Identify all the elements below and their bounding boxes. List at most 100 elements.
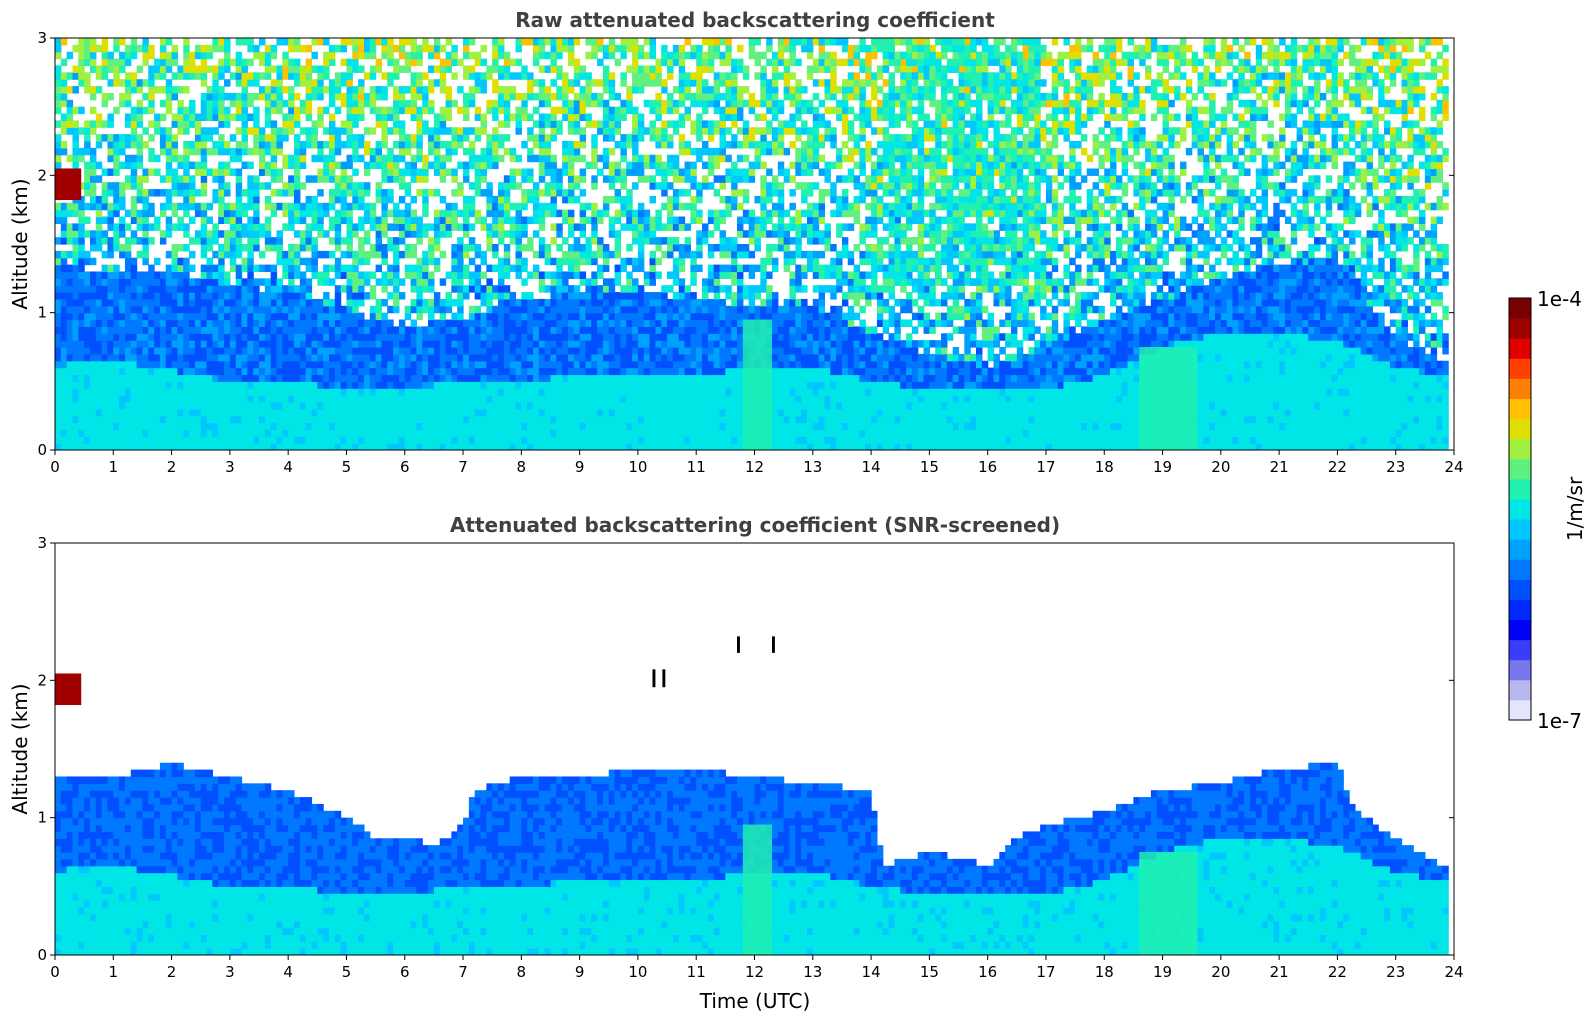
heatmap-cell xyxy=(550,182,557,190)
heatmap-cell xyxy=(136,113,144,121)
heatmap-cell xyxy=(78,58,85,67)
heatmap-cell xyxy=(136,195,144,204)
heatmap-cell xyxy=(474,415,482,424)
heatmap-cell xyxy=(579,230,587,238)
heatmap-cell xyxy=(311,38,318,46)
heatmap-cell xyxy=(404,388,412,396)
heatmap-cell xyxy=(567,250,575,259)
heatmap-cell xyxy=(393,436,400,444)
heatmap-cell xyxy=(358,436,365,444)
heatmap-cell xyxy=(294,44,301,53)
heatmap-cell xyxy=(643,333,651,341)
heatmap-cell xyxy=(206,44,213,53)
heatmap-cell xyxy=(532,353,540,362)
heatmap-cell xyxy=(358,333,365,341)
heatmap-cell xyxy=(171,312,179,321)
heatmap-cell xyxy=(189,250,196,259)
heatmap-cell xyxy=(515,312,522,321)
heatmap-cell xyxy=(573,106,581,115)
heatmap-cell xyxy=(282,271,289,279)
heatmap-cell xyxy=(480,223,487,231)
heatmap-cell xyxy=(626,401,633,410)
heatmap-cell xyxy=(89,44,97,53)
heatmap-cell xyxy=(649,44,656,53)
heatmap-cell xyxy=(352,257,359,266)
heatmap-cell xyxy=(60,319,68,327)
heatmap-cell xyxy=(259,182,266,190)
heatmap-cell xyxy=(363,340,371,348)
heatmap-cell xyxy=(311,223,318,231)
heatmap-cell xyxy=(113,182,120,190)
heatmap-cell xyxy=(667,92,674,101)
heatmap-cell xyxy=(626,216,633,224)
heatmap-cell xyxy=(159,209,167,218)
heatmap-cell xyxy=(387,44,394,53)
heatmap-cell xyxy=(264,333,272,341)
heatmap-cell xyxy=(189,312,196,321)
heatmap-cell xyxy=(288,436,295,444)
heatmap-cell xyxy=(498,388,505,396)
heatmap-cell xyxy=(550,333,557,341)
heatmap-cell xyxy=(358,415,365,424)
heatmap-cell xyxy=(527,79,534,87)
heatmap-cell xyxy=(352,422,359,430)
heatmap-cell xyxy=(602,436,610,444)
heatmap-cell xyxy=(124,401,132,410)
heatmap-cell xyxy=(626,436,633,444)
heatmap-cell xyxy=(387,367,394,376)
heatmap-cell xyxy=(159,58,167,67)
heatmap-cell xyxy=(375,360,383,369)
heatmap-cell xyxy=(282,340,289,348)
heatmap-cell xyxy=(474,86,482,94)
heatmap-cell xyxy=(381,347,388,355)
heatmap-cell xyxy=(398,436,406,444)
heatmap-cell xyxy=(311,367,318,376)
heatmap-cell xyxy=(334,305,342,314)
heatmap-cell xyxy=(672,374,680,382)
heatmap-cell xyxy=(107,415,114,424)
heatmap-cell xyxy=(672,127,680,135)
heatmap-cell xyxy=(282,381,289,389)
heatmap-cell xyxy=(177,189,184,197)
heatmap-cell xyxy=(655,113,662,121)
heatmap-cell xyxy=(270,127,278,135)
heatmap-cell xyxy=(381,161,388,170)
heatmap-cell xyxy=(317,202,324,211)
heatmap-cell xyxy=(346,244,353,252)
heatmap-cell xyxy=(363,250,371,259)
heatmap-cell xyxy=(183,175,190,183)
heatmap-cell xyxy=(305,429,313,437)
heatmap-cell xyxy=(649,347,656,355)
heatmap-cell xyxy=(89,38,97,46)
heatmap-cell xyxy=(655,374,662,382)
heatmap-cell xyxy=(229,72,237,80)
heatmap-cell xyxy=(247,298,254,307)
heatmap-cell xyxy=(369,38,377,46)
heatmap-cell xyxy=(381,106,388,115)
heatmap-cell xyxy=(334,79,342,87)
heatmap-cell xyxy=(311,374,318,382)
heatmap-cell xyxy=(113,340,120,348)
heatmap-cell xyxy=(346,271,353,279)
heatmap-cell xyxy=(398,422,406,430)
heatmap-cell xyxy=(78,347,85,355)
heatmap-cell xyxy=(72,436,79,444)
heatmap-cell xyxy=(299,333,307,341)
heatmap-cell xyxy=(620,99,627,108)
heatmap-cell xyxy=(626,333,633,341)
heatmap-cell xyxy=(474,216,482,224)
heatmap-cell xyxy=(305,106,313,115)
heatmap-cell xyxy=(282,202,289,211)
heatmap-cell xyxy=(632,168,639,176)
heatmap-cell xyxy=(591,422,598,430)
heatmap-cell xyxy=(550,374,557,382)
heatmap-cell xyxy=(194,326,202,334)
heatmap-cell xyxy=(474,79,482,87)
heatmap-cell xyxy=(159,127,167,135)
heatmap-cell xyxy=(591,230,598,238)
heatmap-cell xyxy=(492,223,499,231)
heatmap-cell xyxy=(253,202,260,211)
heatmap-cell xyxy=(352,278,359,286)
heatmap-cell xyxy=(527,367,534,376)
heatmap-cell xyxy=(591,99,598,108)
